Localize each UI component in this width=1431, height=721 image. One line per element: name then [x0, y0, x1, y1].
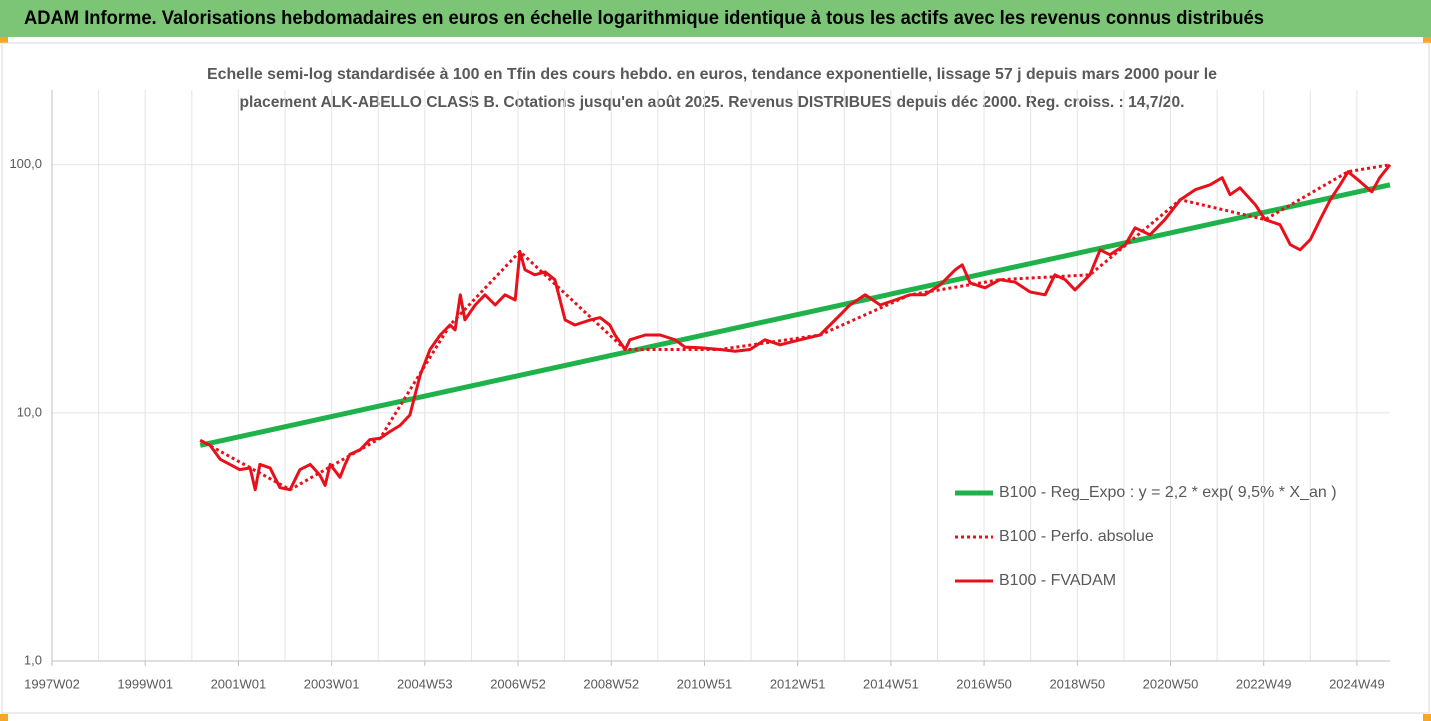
chart-subtitle: Echelle semi-log standardisée à 100 en T…: [207, 66, 1217, 83]
x-tick-label: 2016W50: [956, 676, 1012, 691]
x-tick-label: 2014W51: [863, 676, 919, 691]
x-tick-label: 2012W51: [770, 676, 826, 691]
corner-mark: [1423, 37, 1431, 43]
x-tick-label: 1999W01: [117, 676, 173, 691]
y-tick-label: 100,0: [9, 156, 42, 171]
chart-title: ADAM Informe. Valorisations hebdomadaire…: [24, 8, 1264, 29]
series-line: [199, 182, 1391, 448]
x-tick-label: 2006W52: [490, 676, 546, 691]
chart-subtitle: placement ALK-ABELLO CLASS B. Cotations …: [240, 94, 1185, 111]
x-tick-label: 2008W52: [583, 676, 639, 691]
x-tick-label: 2024W49: [1329, 676, 1385, 691]
x-tick-label: 2022W49: [1236, 676, 1292, 691]
series-line: [199, 163, 1392, 492]
x-tick-label: 2001W01: [211, 676, 267, 691]
chart-frame: [1, 42, 1430, 714]
corner-mark: [0, 714, 8, 721]
y-tick-label: 1,0: [24, 652, 42, 667]
x-tick-label: 2004W53: [397, 676, 453, 691]
x-tick-label: 2003W01: [304, 676, 360, 691]
legend-label: B100 - Reg_Expo : y = 2,2 * exp( 9,5% * …: [999, 484, 1337, 501]
legend-label: B100 - Perfo. absolue: [999, 528, 1154, 545]
corner-mark: [0, 37, 8, 43]
x-tick-label: 2010W51: [677, 676, 733, 691]
corner-mark: [1423, 714, 1431, 721]
y-tick-label: 10,0: [17, 404, 42, 419]
x-tick-label: 1997W02: [24, 676, 80, 691]
x-tick-label: 2018W50: [1049, 676, 1105, 691]
x-tick-label: 2020W50: [1143, 676, 1199, 691]
header-bar: [0, 0, 1431, 37]
legend-label: B100 - FVADAM: [999, 572, 1116, 589]
